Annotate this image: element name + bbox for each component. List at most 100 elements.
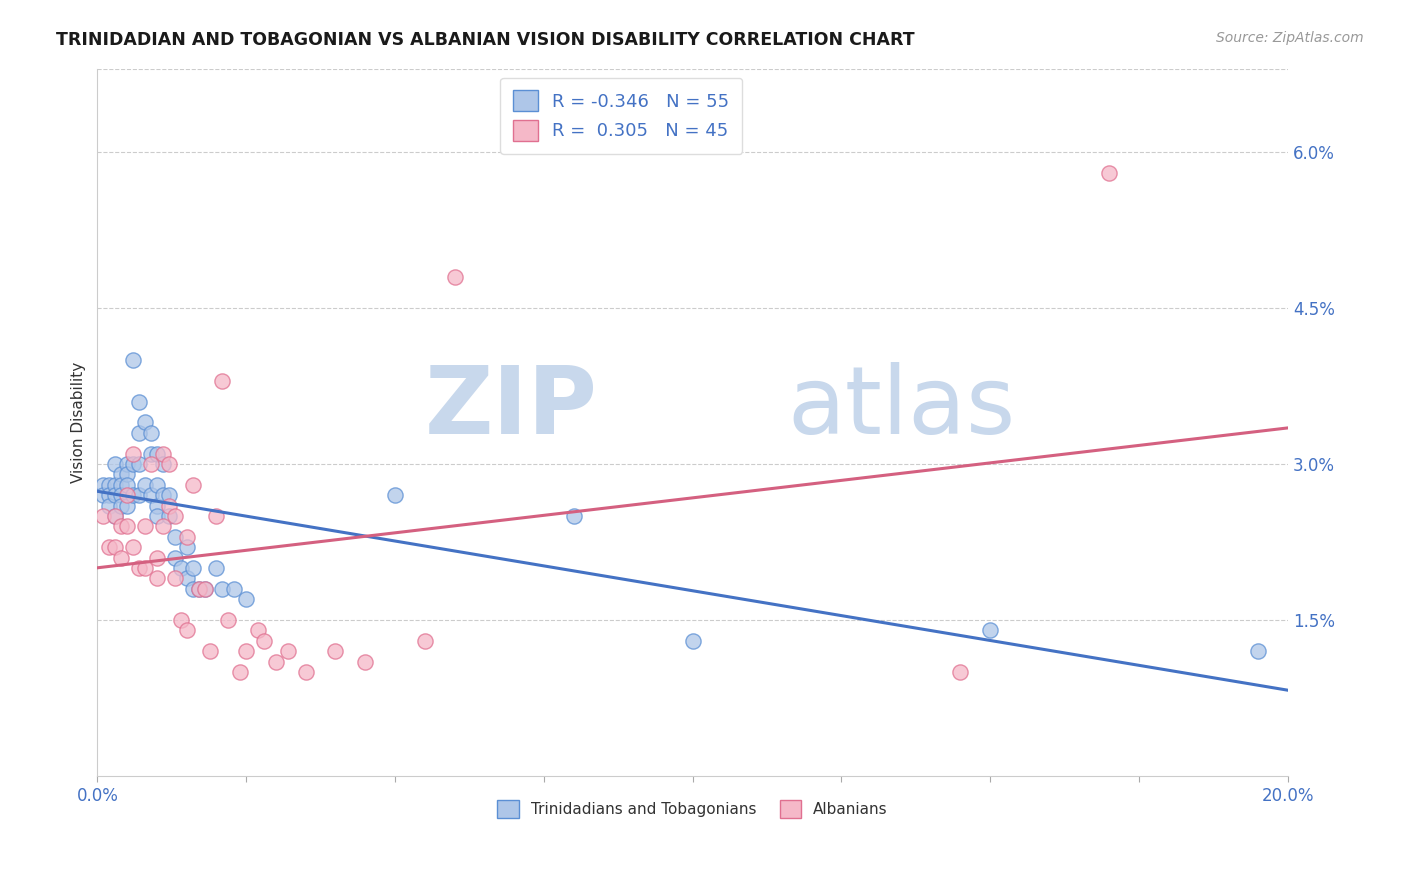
Point (211, 582, 233, 596)
Point (104, 508, 127, 523)
Text: ZIP: ZIP (425, 362, 598, 454)
Point (1098, 165, 1121, 179)
Point (134, 519, 156, 533)
Point (122, 446, 145, 460)
Point (110, 519, 132, 533)
Point (146, 550, 169, 565)
Text: TRINIDADIAN AND TOBAGONIAN VS ALBANIAN VISION DISABILITY CORRELATION CHART: TRINIDADIAN AND TOBAGONIAN VS ALBANIAN V… (56, 31, 915, 49)
Point (146, 477, 169, 491)
Point (1247, 644, 1270, 658)
Point (134, 415, 156, 429)
Point (110, 477, 132, 491)
Point (264, 655, 287, 669)
Point (115, 457, 138, 471)
Point (104, 457, 127, 471)
Point (110, 467, 132, 482)
Point (205, 561, 228, 575)
Point (152, 457, 174, 471)
Point (104, 508, 127, 523)
Point (91, 477, 114, 491)
Point (98, 499, 121, 513)
Point (187, 582, 209, 596)
Point (115, 499, 138, 513)
Point (146, 508, 169, 523)
Y-axis label: Vision Disability: Vision Disability (72, 362, 86, 483)
Point (176, 530, 198, 544)
Point (277, 644, 299, 658)
Point (110, 499, 132, 513)
Point (152, 488, 174, 502)
Point (211, 374, 233, 388)
Point (115, 519, 138, 533)
Point (104, 540, 127, 554)
Point (139, 446, 162, 460)
Point (115, 467, 138, 482)
Point (128, 488, 150, 502)
Point (146, 571, 169, 585)
Point (115, 477, 138, 491)
Point (176, 624, 198, 638)
Point (152, 519, 174, 533)
Point (187, 582, 209, 596)
Point (157, 488, 180, 502)
Point (128, 457, 150, 471)
Point (193, 582, 215, 596)
Point (128, 425, 150, 440)
Text: Source: ZipAtlas.com: Source: ZipAtlas.com (1216, 31, 1364, 45)
Point (205, 508, 228, 523)
Point (949, 665, 972, 679)
Point (122, 540, 145, 554)
Point (139, 488, 162, 502)
Point (104, 477, 127, 491)
Point (157, 457, 180, 471)
Point (110, 488, 132, 502)
Point (128, 561, 150, 575)
Point (122, 457, 145, 471)
Point (163, 530, 186, 544)
Point (224, 582, 246, 596)
Point (181, 582, 204, 596)
Point (157, 499, 180, 513)
Point (163, 550, 186, 565)
Point (200, 644, 222, 658)
Point (134, 561, 156, 575)
Point (122, 352, 145, 367)
Point (163, 571, 186, 585)
Point (163, 508, 186, 523)
Point (152, 446, 174, 460)
Point (176, 540, 198, 554)
Point (217, 613, 239, 627)
Point (325, 644, 347, 658)
Point (253, 633, 276, 648)
Point (235, 592, 257, 607)
Point (294, 665, 316, 679)
Point (384, 488, 406, 502)
Point (104, 488, 127, 502)
Point (193, 582, 215, 596)
Point (134, 477, 156, 491)
Point (128, 394, 150, 409)
Point (413, 633, 436, 648)
Point (139, 457, 162, 471)
Point (170, 613, 193, 627)
Point (181, 477, 204, 491)
Point (110, 550, 132, 565)
Point (98, 540, 121, 554)
Point (170, 561, 193, 575)
Point (247, 624, 270, 638)
Point (979, 624, 1001, 638)
Point (91, 488, 114, 502)
Point (139, 425, 162, 440)
Point (443, 269, 465, 284)
Point (122, 488, 145, 502)
Point (146, 446, 169, 460)
Point (562, 508, 585, 523)
Point (354, 655, 377, 669)
Point (682, 633, 704, 648)
Legend: Trinidadians and Tobagonians, Albanians: Trinidadians and Tobagonians, Albanians (489, 792, 896, 825)
Point (98, 477, 121, 491)
Text: atlas: atlas (787, 362, 1017, 454)
Point (91, 508, 114, 523)
Point (98, 488, 121, 502)
Point (181, 561, 204, 575)
